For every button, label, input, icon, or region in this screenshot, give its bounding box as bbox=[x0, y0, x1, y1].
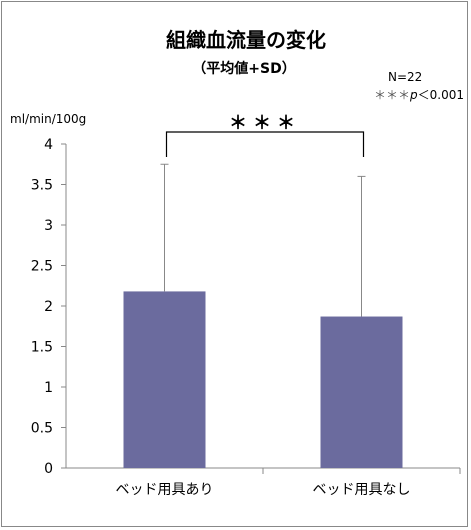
y-tick-label: 1 bbox=[44, 380, 53, 396]
significance-bracket-label: ＊＊＊ bbox=[229, 113, 301, 134]
y-tick-label: 3 bbox=[44, 218, 53, 234]
y-tick-label: 0.5 bbox=[31, 421, 53, 437]
y-tick-label: 4 bbox=[44, 137, 53, 153]
chart-subtitle: （平均値+SD） bbox=[192, 60, 295, 77]
y-tick-label: 2.5 bbox=[31, 259, 53, 275]
significance-legend-p: p bbox=[409, 88, 418, 102]
x-category-label: ベッド用具なし bbox=[313, 482, 411, 498]
y-tick-label: 2 bbox=[44, 299, 53, 315]
chart-title: 組織血流量の変化 bbox=[166, 28, 326, 52]
y-tick-label: 3.5 bbox=[31, 178, 53, 194]
significance-legend: ＊＊＊p＜0.001 bbox=[374, 88, 464, 102]
plot-area: 0 0.5 1 1.5 2 2.5 3 3.5 4 ベッド用具あり ベッド用具なし ＊＊＊ bbox=[31, 113, 461, 498]
significance-bracket bbox=[165, 131, 365, 157]
significance-legend-threshold: ＜0.001 bbox=[418, 88, 464, 102]
x-category-label: ベッド用具あり bbox=[116, 482, 214, 498]
bar bbox=[123, 291, 206, 468]
significance-legend-mark: ＊＊＊ bbox=[374, 88, 410, 102]
y-tick-label: 0 bbox=[44, 461, 53, 477]
y-tick-label: 1.5 bbox=[31, 340, 53, 356]
sample-size-label: N=22 bbox=[388, 70, 422, 84]
bar bbox=[320, 316, 403, 468]
y-axis-label: ml/min/100g bbox=[10, 112, 86, 126]
